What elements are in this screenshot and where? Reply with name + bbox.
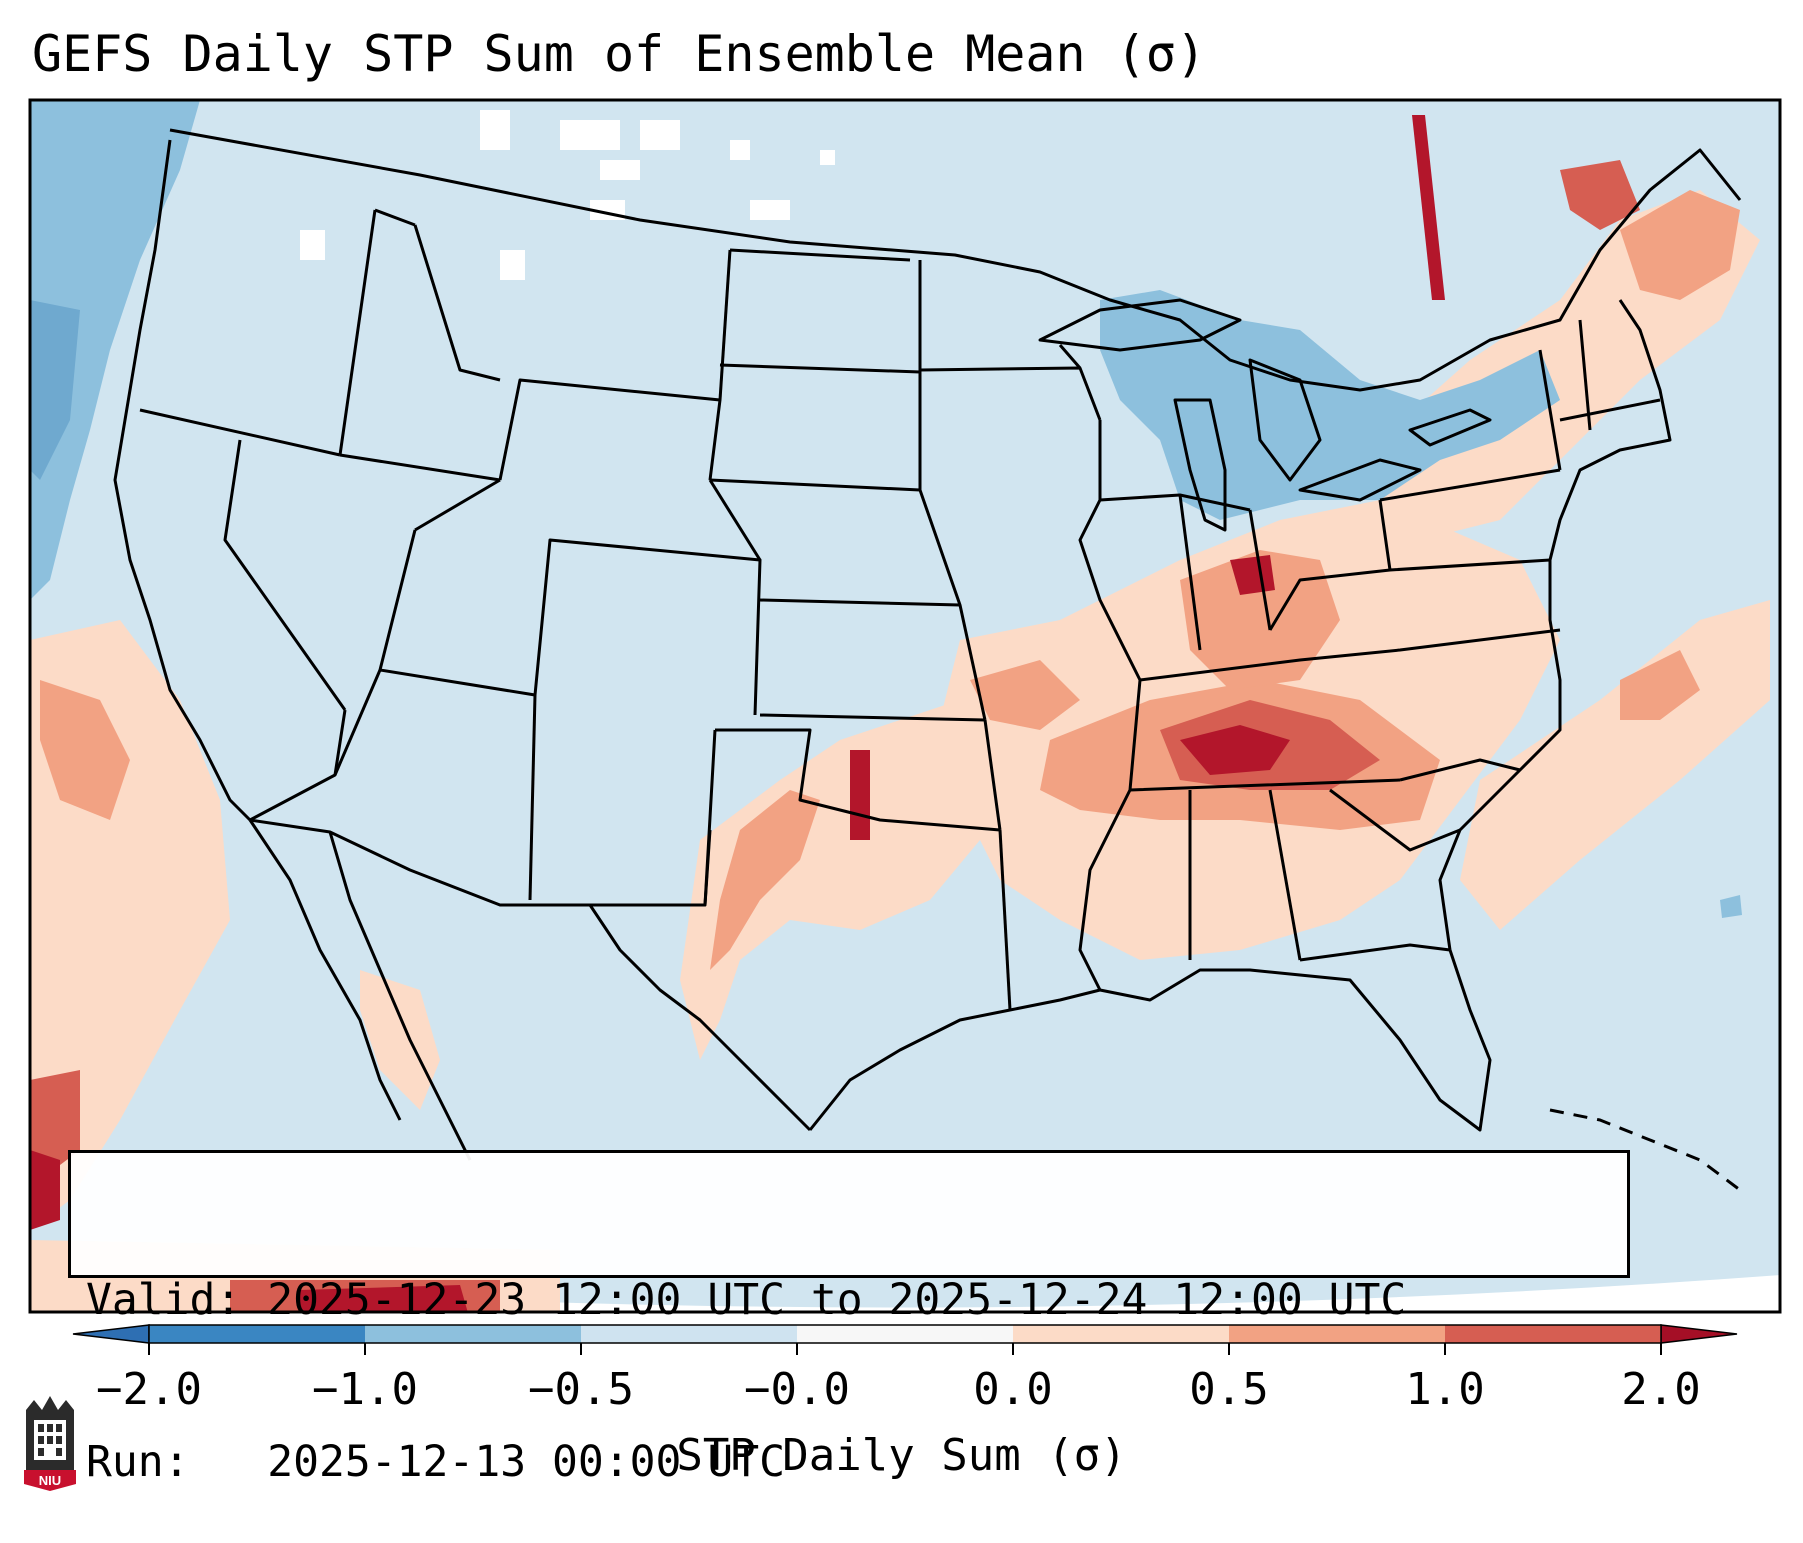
validity-info-box: Valid: 2025-12-23 12:00 UTC to 2025-12-2… xyxy=(68,1150,1630,1487)
colorbar-tick-label: −2.0 xyxy=(96,1364,202,1415)
atlantic-medium-region xyxy=(1620,650,1700,720)
colorbar-segment xyxy=(365,1325,581,1343)
ohio-medium-region xyxy=(1180,550,1340,690)
plains-medium-region xyxy=(710,790,820,970)
lake-superior xyxy=(1038,298,1242,352)
us-mexico-border xyxy=(249,818,812,1132)
bottom-darkred xyxy=(300,1285,468,1312)
pacific-medium-region xyxy=(40,680,130,820)
colorbar-tick-label: 0.5 xyxy=(1189,1364,1269,1415)
pacific-darkred xyxy=(30,1150,60,1230)
colorbar xyxy=(72,1324,1738,1355)
colorbar-tick-label: −0.0 xyxy=(744,1364,850,1415)
colorbar-segment xyxy=(1229,1325,1445,1343)
colorbar-tick-label: −0.5 xyxy=(528,1364,634,1415)
boundaries xyxy=(113,128,1742,1192)
colorbar-segment xyxy=(581,1325,797,1343)
us-canada-border xyxy=(169,128,1742,392)
lake-huron xyxy=(1248,358,1322,482)
mexico-light-region xyxy=(360,970,440,1110)
valid-time-line: Valid: 2025-12-23 12:00 UTC to 2025-12-2… xyxy=(86,1275,1407,1325)
map-frame xyxy=(28,98,1782,1314)
niu-logo-text: NIU xyxy=(39,1473,61,1488)
colorbar-tick-label: 0.0 xyxy=(973,1364,1053,1415)
colorbar-segment xyxy=(1445,1325,1661,1343)
atlantic-blue-spot xyxy=(1720,895,1742,918)
colorbar-frame xyxy=(148,1324,1662,1344)
pacific-red-region xyxy=(30,1070,80,1180)
lake-ontario xyxy=(1408,408,1492,447)
pnw-offshore-region xyxy=(30,100,200,600)
colorbar-label: STP Daily Sum (σ) xyxy=(676,1430,1127,1481)
ne-red-region xyxy=(1560,160,1640,230)
colorbar-extend-high xyxy=(1660,1324,1738,1344)
colorbar-tick-label: 2.0 xyxy=(1621,1364,1701,1415)
quebec-darkred-line xyxy=(1412,115,1445,300)
lake-erie xyxy=(1298,458,1422,502)
colorbar-tick-label: 1.0 xyxy=(1405,1364,1485,1415)
mexico-west-coast xyxy=(328,831,472,1161)
colorbar-segment xyxy=(149,1325,365,1343)
baja-california xyxy=(248,819,402,1121)
run-time-line: Run: 2025-12-13 00:00 UTC xyxy=(86,1437,785,1487)
colorbar-extend-low xyxy=(72,1324,150,1344)
pnw-darkblue xyxy=(30,300,80,480)
stp-map xyxy=(28,98,1782,1314)
ok-medium-region xyxy=(970,660,1080,730)
lake-michigan xyxy=(1173,398,1227,532)
plains-light-region xyxy=(680,700,990,1060)
colorbar-segment xyxy=(797,1325,1013,1343)
map-title: GEFS Daily STP Sum of Ensemble Mean (σ) xyxy=(32,25,1206,83)
cuba xyxy=(1549,1108,1741,1192)
west-coast xyxy=(113,139,252,822)
colorbar-tick-label: −1.0 xyxy=(312,1364,418,1415)
gulf-coast xyxy=(808,949,1492,1132)
tn-darkred-region xyxy=(1180,725,1290,775)
colorbar-segment xyxy=(1013,1325,1229,1343)
ne-medium-region xyxy=(1620,190,1740,300)
niu-logo: NIU xyxy=(24,1396,76,1491)
